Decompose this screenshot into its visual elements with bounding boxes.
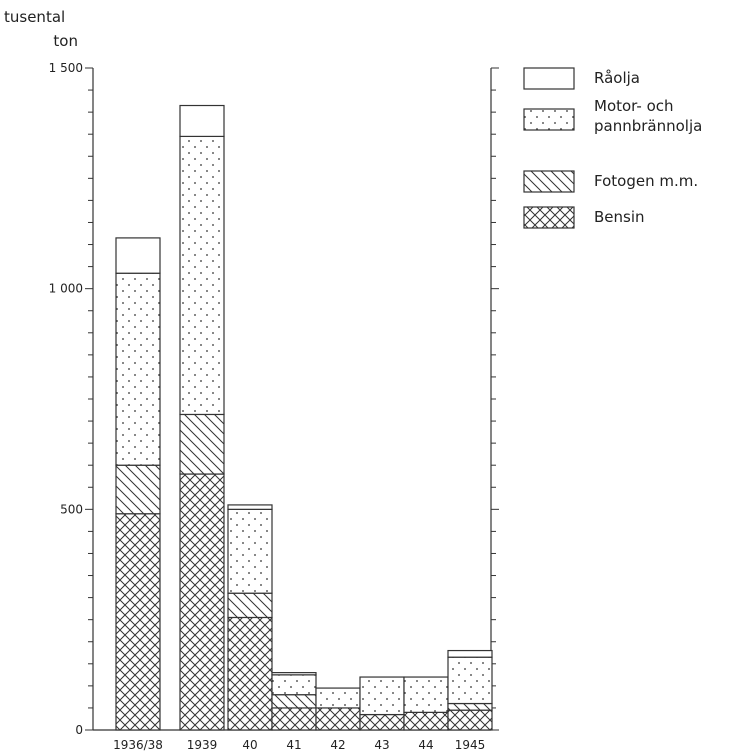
bar-segment-dots	[447, 656, 493, 705]
bar-segment-blank	[227, 504, 273, 510]
legend-label: Motor- och	[594, 97, 674, 115]
legend-swatch-dots	[523, 108, 575, 131]
bar-segment-diagonal	[115, 464, 161, 515]
legend-label: Råolja	[594, 69, 640, 87]
y-tick-label: 1 000	[49, 282, 83, 296]
bar-segment-crosshatch	[227, 616, 273, 731]
bar-segment-dots	[227, 508, 273, 594]
legend: Råolja Motor- och pannbrännolja Fotogen m.m…	[523, 67, 702, 229]
bar-segment-crosshatch	[271, 707, 317, 731]
x-tick-label: 40	[242, 738, 257, 752]
bar-segment-crosshatch	[403, 711, 449, 731]
legend-swatch-diagonal	[523, 170, 575, 193]
y-axis-title-line2: ton	[53, 32, 78, 50]
bar-segment-crosshatch	[179, 473, 225, 731]
legend-label: Fotogen m.m.	[594, 172, 698, 190]
x-tick-label: 44	[418, 738, 433, 752]
bar-segment-dots	[315, 687, 361, 709]
y-axis-title-line1: tusental	[4, 8, 65, 26]
y-tick-label: 0	[75, 723, 83, 737]
bars	[115, 104, 493, 731]
bar-segment-diagonal	[271, 694, 317, 709]
legend-label: pannbrännolja	[594, 117, 702, 135]
bar-segment-crosshatch	[115, 513, 161, 731]
x-tick-label: 1939	[187, 738, 218, 752]
bar-segment-blank	[447, 649, 493, 658]
legend-swatch-blank	[523, 67, 575, 90]
legend-swatch-crosshatch	[523, 206, 575, 229]
bar-segment-diagonal	[179, 413, 225, 475]
bar-segment-diagonal	[447, 702, 493, 711]
bar-segment-dots	[359, 676, 405, 716]
bar-segment-dots	[179, 135, 225, 416]
x-tick-label: 1936/38	[113, 738, 163, 752]
bar-segment-crosshatch	[315, 707, 361, 731]
bar-segment-dots	[271, 674, 317, 696]
x-tick-label: 43	[374, 738, 389, 752]
bar-segment-crosshatch	[359, 713, 405, 731]
legend-label: Bensin	[594, 208, 645, 226]
bar-segment-dots	[403, 676, 449, 713]
bar-segment-blank	[271, 672, 317, 676]
x-tick-label: 42	[330, 738, 345, 752]
bar-segment-dots	[115, 272, 161, 466]
bar-segment-diagonal	[227, 592, 273, 619]
x-tick-label: 41	[286, 738, 301, 752]
bar-segment-crosshatch	[447, 709, 493, 731]
bar-segment-blank	[179, 104, 225, 138]
x-tick-label: 1945	[455, 738, 486, 752]
y-tick-label: 1 500	[49, 61, 83, 75]
bar-segment-blank	[115, 237, 161, 274]
y-tick-label: 500	[60, 502, 83, 516]
